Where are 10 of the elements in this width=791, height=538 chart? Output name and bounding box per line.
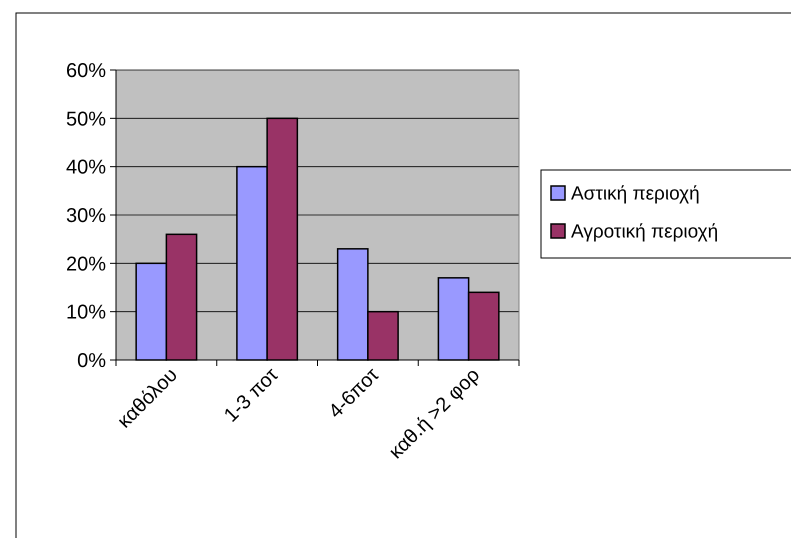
y-tick-label: 30% [66,205,106,227]
y-tick-label: 0% [77,350,106,372]
x-tick-label: 1-3 ποτ [220,364,283,427]
y-tick-label: 50% [66,108,106,130]
y-tick-label: 40% [66,156,106,179]
legend-label: Αστική περιοχή [571,184,700,205]
y-tick-label: 10% [66,302,106,324]
legend-label: Αγροτική περιοχή [571,222,718,243]
y-tick-label: 60% [66,60,106,82]
y-tick-label: 20% [66,253,106,276]
